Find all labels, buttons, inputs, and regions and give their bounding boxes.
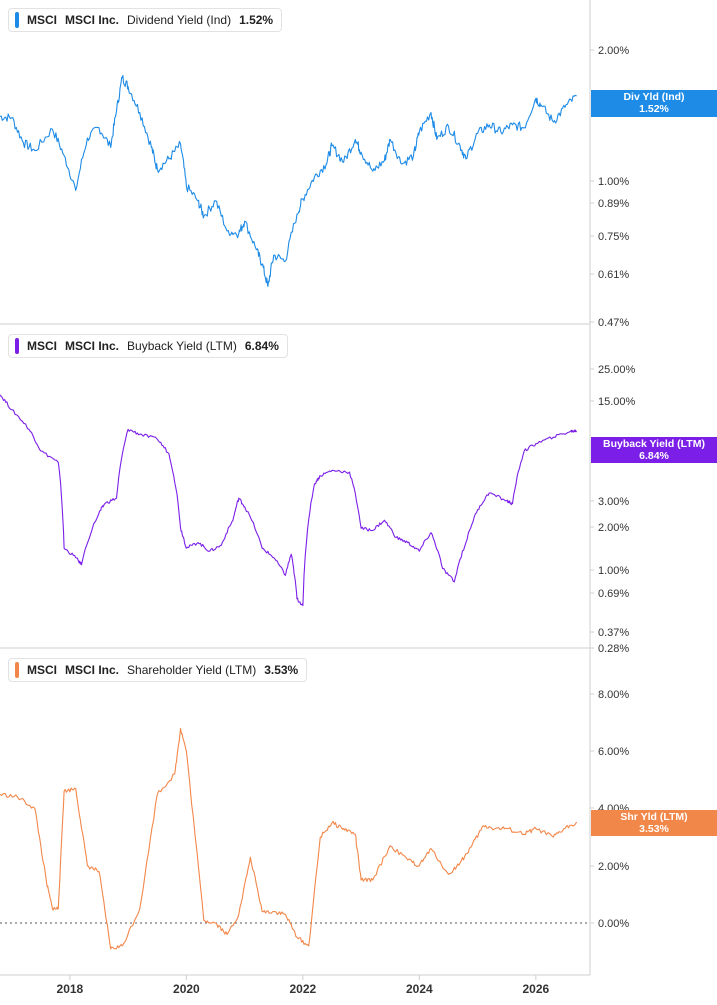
series-line-shareholder — [0, 727, 578, 950]
y-tick-label: 0.37% — [598, 627, 629, 639]
tag-label: Div Yld (Ind) — [623, 91, 685, 103]
x-tick-label: 2026 — [522, 982, 549, 996]
y-tick-label: 8.00% — [598, 689, 629, 701]
tag-label: Buyback Yield (LTM) — [603, 438, 705, 450]
legend-ticker: MSCI — [27, 339, 57, 353]
x-tick-label: 2022 — [290, 982, 317, 996]
tag-value: 1.52% — [639, 103, 669, 115]
legend-company: MSCI Inc. — [65, 663, 120, 677]
y-tick-label: 0.00% — [598, 918, 629, 930]
y-tick-label: 15.00% — [598, 396, 636, 408]
tag-value: 6.84% — [639, 450, 669, 462]
last-value-tag-dividend: Div Yld (Ind) 1.52% — [591, 90, 717, 117]
last-value-tag-shareholder: Shr Yld (LTM) 3.53% — [591, 810, 717, 836]
legend-ticker: MSCI — [27, 13, 57, 27]
y-tick-label: 2.00% — [598, 45, 629, 57]
y-tick-label: 0.69% — [598, 588, 629, 600]
legend-shareholder-yield: MSCI MSCI Inc. Shareholder Yield (LTM) 3… — [8, 658, 308, 682]
legend-company: MSCI Inc. — [65, 13, 120, 27]
y-tick-label: 3.00% — [598, 496, 629, 508]
legend-buyback-yield: MSCI MSCI Inc. Buyback Yield (LTM) 6.84% — [8, 334, 288, 358]
series-line-dividend — [0, 74, 577, 288]
legend-metric: Buyback Yield (LTM) — [127, 339, 237, 353]
y-tick-label: 25.00% — [598, 364, 636, 376]
legend-ticker: MSCI — [27, 663, 57, 677]
y-tick-label: 0.61% — [598, 269, 629, 281]
legend-company: MSCI Inc. — [65, 339, 120, 353]
legend-dividend-yield: MSCI MSCI Inc. Dividend Yield (Ind) 1.52… — [8, 8, 283, 32]
legend-value: 1.52% — [239, 13, 274, 27]
series-line-buyback — [0, 394, 578, 607]
x-tick-label: 2020 — [173, 982, 200, 996]
x-tick-label: 2018 — [57, 982, 84, 996]
last-value-tag-buyback: Buyback Yield (LTM) 6.84% — [591, 437, 717, 463]
legend-swatch-shareholder — [15, 662, 19, 678]
y-tick-label: 2.00% — [598, 522, 629, 534]
y-tick-label: 1.00% — [598, 176, 629, 188]
legend-metric: Dividend Yield (Ind) — [127, 13, 232, 27]
x-tick-label: 2024 — [406, 982, 433, 996]
tag-label: Shr Yld (LTM) — [620, 811, 688, 823]
legend-metric: Shareholder Yield (LTM) — [127, 663, 257, 677]
y-tick-label: 0.89% — [598, 198, 629, 210]
legend-swatch-buyback — [15, 338, 19, 354]
y-tick-label: 0.47% — [598, 317, 629, 329]
y-tick-label: 6.00% — [598, 746, 629, 758]
y-tick-label: 2.00% — [598, 861, 629, 873]
legend-swatch-dividend — [15, 12, 19, 28]
y-tick-label: 1.00% — [598, 565, 629, 577]
legend-value: 6.84% — [244, 339, 279, 353]
tag-value: 3.53% — [639, 823, 669, 835]
legend-value: 3.53% — [264, 663, 299, 677]
y-tick-label: 0.75% — [598, 231, 629, 243]
y-tick-label: 0.28% — [598, 643, 629, 655]
